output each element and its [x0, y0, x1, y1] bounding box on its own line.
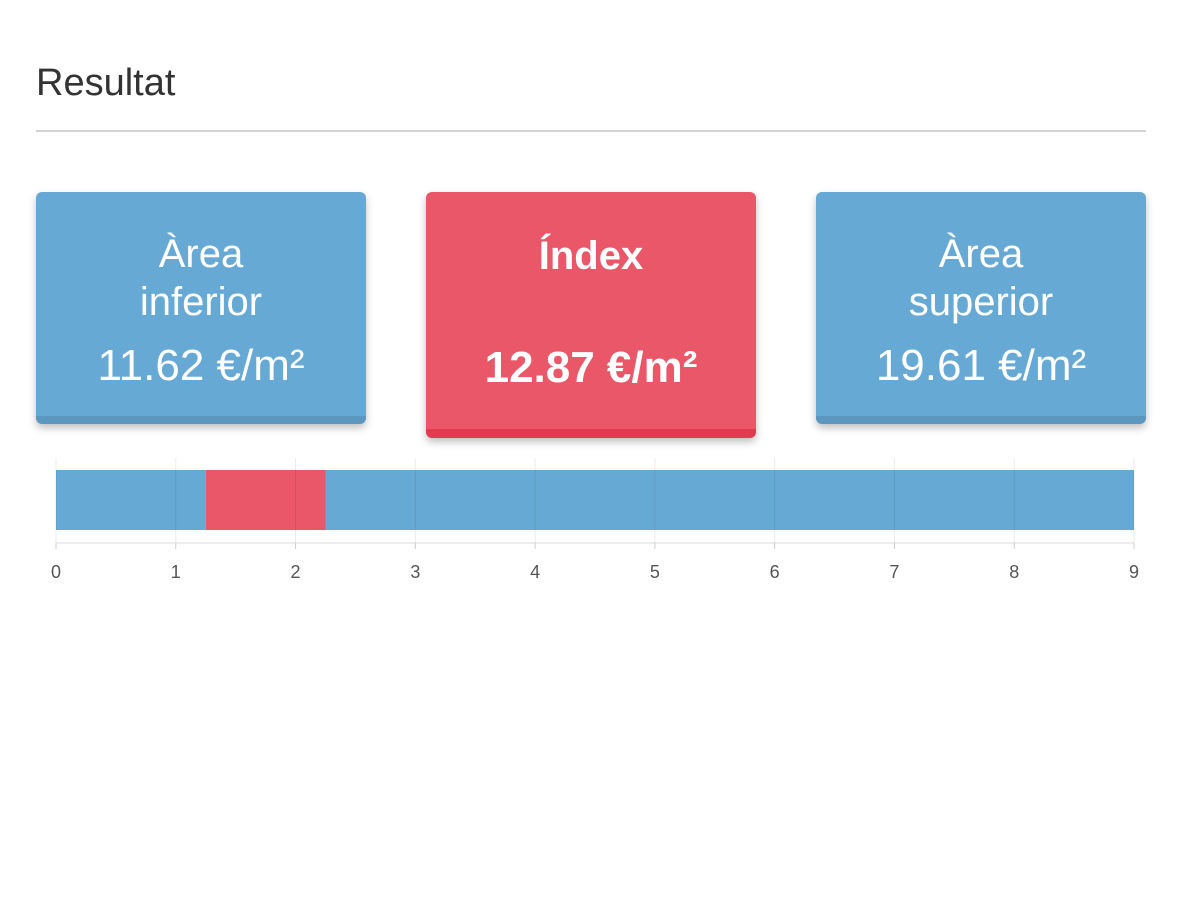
card: Índex 12.87 €/m² [426, 192, 756, 438]
divider [36, 130, 1146, 132]
x-tick-label: 8 [1009, 562, 1019, 582]
card-value: 19.61 €/m² [875, 341, 1087, 390]
x-tick-label: 7 [889, 562, 899, 582]
card-label: Àrea inferior [139, 232, 263, 324]
bar-segment [56, 470, 206, 530]
x-tick-label: 9 [1129, 562, 1139, 582]
x-tick-label: 2 [291, 562, 301, 582]
card-value: 12.87 €/m² [484, 343, 698, 392]
card-label: Índex [538, 234, 644, 278]
card-label: Àrea superior [908, 232, 1054, 324]
bar-segment [325, 470, 1134, 530]
bar-segment [205, 470, 326, 530]
section-title: Resultat [36, 62, 176, 104]
x-tick-label: 0 [51, 562, 61, 582]
x-tick-label: 3 [410, 562, 420, 582]
x-tick-label: 6 [770, 562, 780, 582]
x-tick-label: 4 [530, 562, 540, 582]
card-value: 11.62 €/m² [97, 341, 305, 390]
card: Àrea superior 19.61 €/m² [816, 192, 1146, 424]
chart: 0 1 2 3 4 5 6 7 8 9 [51, 458, 1139, 582]
x-tick-label: 5 [650, 562, 660, 582]
card: Àrea inferior 11.62 €/m² [36, 192, 366, 424]
x-tick-label: 1 [171, 562, 181, 582]
